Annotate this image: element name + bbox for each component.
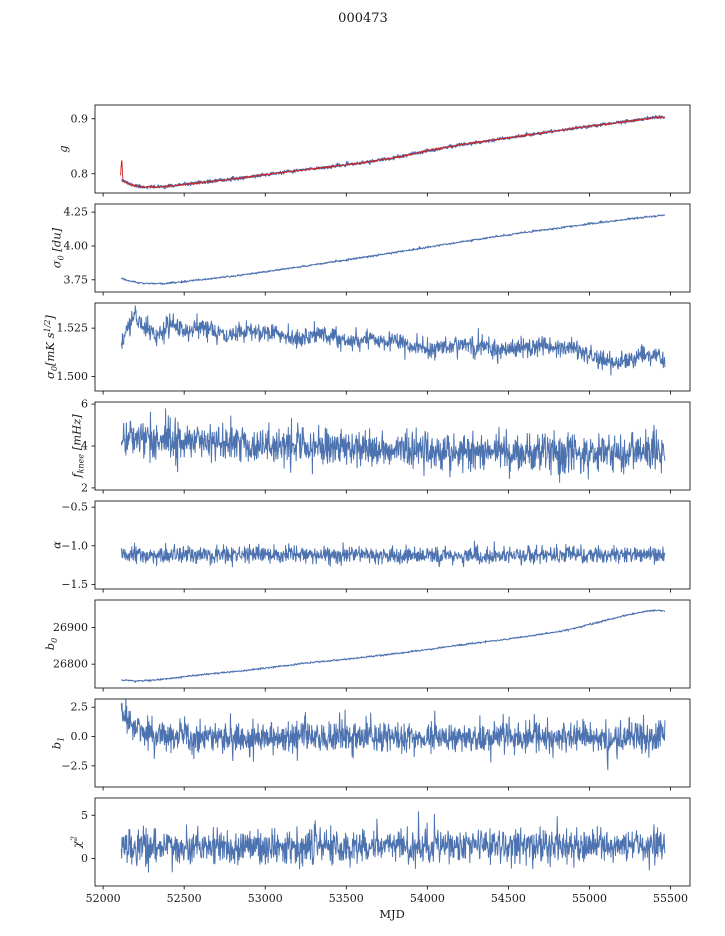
y-tick-label: 0.0 — [71, 730, 89, 743]
subplot-alpha: −0.5 −1.0 −1.5 α — [50, 500, 691, 593]
y-tick-label: 0.8 — [71, 167, 89, 180]
x-axis-ticks — [102, 193, 671, 197]
x-axis-ticks — [102, 589, 671, 593]
y-axis-ticks: 1.500 1.525 — [57, 322, 95, 383]
plot-border — [94, 599, 691, 689]
subplot-fknee: 2 4 6 fknee [mHz] — [69, 398, 691, 494]
y-tick-label: −1.0 — [61, 539, 88, 552]
series-fknee — [120, 408, 666, 483]
y-axis-ticks: −2.5 0.0 2.5 — [61, 701, 95, 772]
series-g-fit — [120, 115, 666, 189]
y-tick-label: 5 — [81, 809, 88, 822]
y-tick-label: 0 — [81, 852, 88, 865]
plot-border — [94, 104, 691, 194]
y-tick-label: 0.9 — [71, 112, 89, 125]
y-axis-ticks: 26800 26900 — [53, 621, 95, 671]
y-tick-label: −2.5 — [61, 759, 88, 772]
series-sigma0-du — [121, 214, 666, 285]
y-tick-label: 4 — [81, 440, 88, 453]
y-tick-label: −0.5 — [61, 501, 88, 514]
y-tick-label: 26900 — [53, 621, 88, 634]
x-axis-ticks: 52000 52500 53000 53500 54000 54500 55000 55500 — [86, 886, 688, 905]
y-tick-label: 6 — [81, 398, 88, 411]
y-axis-label: α — [50, 541, 64, 549]
y-tick-label: 3.75 — [64, 273, 89, 286]
series-chi2 — [120, 811, 666, 873]
figure-title: 000473 — [338, 11, 388, 26]
y-tick-label: 4.25 — [64, 206, 89, 219]
y-axis-label: b1 — [50, 737, 66, 749]
x-axis-ticks — [102, 688, 671, 692]
series-alpha — [120, 540, 666, 568]
y-axis-label: σ0 [du] — [50, 227, 66, 268]
plot-border — [94, 797, 691, 887]
x-tick-label: 53000 — [248, 892, 283, 905]
x-axis-ticks — [102, 787, 671, 791]
x-tick-label: 52000 — [86, 892, 121, 905]
subplot-g: 0.8 0.9 g — [56, 104, 691, 197]
x-axis-label: MJD — [379, 907, 405, 921]
y-tick-label: 1.500 — [57, 370, 89, 383]
y-axis-label: fknee [mHz] — [69, 414, 85, 479]
y-tick-label: 2.5 — [71, 701, 89, 714]
plot-border — [94, 500, 691, 590]
y-axis-label: b0 — [43, 638, 59, 650]
plot-border — [94, 203, 691, 293]
series-b0 — [121, 609, 666, 683]
x-tick-label: 53500 — [329, 892, 364, 905]
subplot-b0: 26800 26900 b0 — [43, 599, 691, 692]
y-axis-label: χ2 — [69, 836, 83, 849]
x-axis-ticks — [102, 391, 671, 395]
plot-border — [94, 698, 691, 788]
x-tick-label: 54500 — [491, 892, 526, 905]
y-tick-label: 2 — [81, 481, 88, 494]
y-axis-ticks: 2 4 6 — [81, 398, 95, 494]
x-tick-label: 52500 — [167, 892, 202, 905]
x-tick-label: 54000 — [410, 892, 445, 905]
x-tick-label: 55000 — [572, 892, 607, 905]
y-tick-label: 1.525 — [57, 322, 89, 335]
y-axis-ticks: −0.5 −1.0 −1.5 — [61, 501, 95, 591]
subplot-b1: −2.5 0.0 2.5 b1 — [50, 698, 691, 791]
panels-root: 0.8 0.9 g 3.75 4.00 4.25 σ0 [du] 1.500 1.525σ0[m… — [43, 104, 691, 905]
series-b1 — [120, 699, 666, 771]
y-tick-label: 26800 — [53, 658, 88, 671]
y-tick-label: −1.5 — [61, 578, 88, 591]
y-axis-label: g — [56, 145, 70, 152]
y-axis-ticks: 0.8 0.9 — [71, 112, 95, 180]
subplot-sigma0-du: 3.75 4.00 4.25 σ0 [du] — [50, 203, 691, 296]
y-tick-label: 4.00 — [64, 239, 89, 252]
x-axis-ticks — [102, 490, 671, 494]
y-axis-label: σ0[mK s1/2] — [43, 315, 59, 379]
series-sigma0-mks — [120, 305, 666, 376]
plot-border — [94, 302, 691, 392]
x-axis-ticks — [102, 292, 671, 296]
y-axis-ticks: 3.75 4.00 4.25 — [64, 206, 95, 286]
x-tick-label: 55500 — [653, 892, 688, 905]
y-axis-ticks: 05 — [81, 809, 95, 865]
